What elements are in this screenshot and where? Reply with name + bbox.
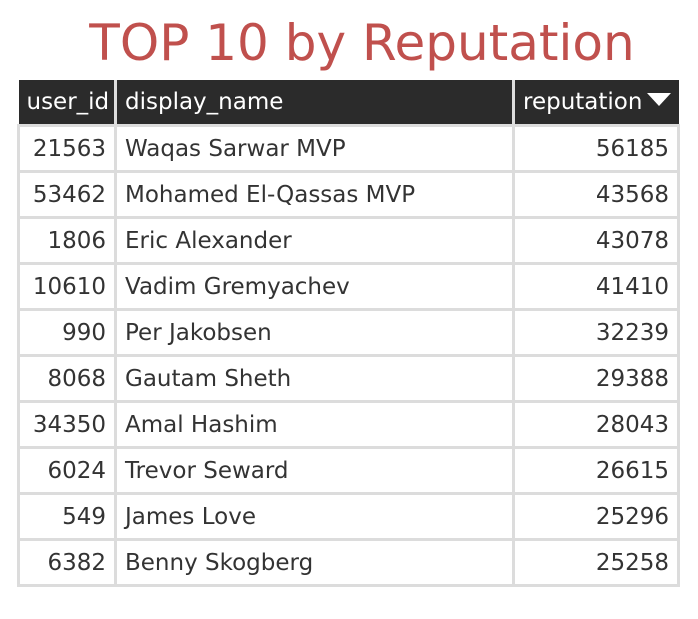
cell-user-id: 34350 (17, 400, 117, 449)
cell-user-id: 990 (17, 308, 117, 357)
column-header-reputation-label: reputation (523, 89, 643, 115)
cell-reputation: 25296 (512, 492, 680, 541)
cell-reputation: 41410 (512, 262, 680, 311)
cell-reputation: 26615 (512, 446, 680, 495)
cell-user-id: 6024 (17, 446, 117, 495)
cell-display-name: Vadim Gremyachev (114, 262, 515, 311)
cell-user-id: 8068 (17, 354, 117, 403)
cell-display-name: Gautam Sheth (114, 354, 515, 403)
cell-user-id: 21563 (17, 124, 117, 173)
cell-display-name: Mohamed El-Qassas MVP (114, 170, 515, 219)
cell-user-id: 6382 (17, 538, 117, 587)
cell-display-name: Eric Alexander (114, 216, 515, 265)
table-row[interactable]: 549 James Love 25296 (17, 492, 680, 541)
cell-reputation: 43078 (512, 216, 680, 265)
cell-user-id: 1806 (17, 216, 117, 265)
cell-reputation: 28043 (512, 400, 680, 449)
cell-reputation: 25258 (512, 538, 680, 587)
cell-reputation: 56185 (512, 124, 680, 173)
table-header-row: user_id display_name reputation (18, 80, 679, 126)
table-row[interactable]: 10610 Vadim Gremyachev 41410 (17, 262, 680, 311)
cell-display-name: James Love (114, 492, 515, 541)
table-row[interactable]: 1806 Eric Alexander 43078 (17, 216, 680, 265)
cell-display-name: Trevor Seward (114, 446, 515, 495)
table-row[interactable]: 34350 Amal Hashim 28043 (17, 400, 680, 449)
column-header-reputation[interactable]: reputation (512, 80, 679, 126)
table-row[interactable]: 8068 Gautam Sheth 29388 (17, 354, 680, 403)
cell-user-id: 549 (17, 492, 117, 541)
table-row[interactable]: 21563 Waqas Sarwar MVP 56185 (17, 124, 680, 173)
cell-display-name: Amal Hashim (114, 400, 515, 449)
report-title: TOP 10 by Reputation (89, 14, 635, 72)
column-header-user-id[interactable]: user_id (18, 80, 117, 126)
table-row[interactable]: 6382 Benny Skogberg 25258 (17, 538, 680, 587)
cell-user-id: 10610 (17, 262, 117, 311)
cell-display-name: Waqas Sarwar MVP (114, 124, 515, 173)
triangle-down-icon[interactable] (646, 93, 671, 106)
reputation-table: user_id display_name reputation 21563 Wa… (17, 80, 680, 587)
cell-reputation: 43568 (512, 170, 680, 219)
cell-display-name: Per Jakobsen (114, 308, 515, 357)
cell-reputation: 29388 (512, 354, 680, 403)
table-row[interactable]: 990 Per Jakobsen 32239 (17, 308, 680, 357)
cell-user-id: 53462 (17, 170, 117, 219)
cell-display-name: Benny Skogberg (114, 538, 515, 587)
column-header-display-name[interactable]: display_name (114, 80, 515, 126)
cell-reputation: 32239 (512, 308, 680, 357)
table-row[interactable]: 53462 Mohamed El-Qassas MVP 43568 (17, 170, 680, 219)
table-row[interactable]: 6024 Trevor Seward 26615 (17, 446, 680, 495)
